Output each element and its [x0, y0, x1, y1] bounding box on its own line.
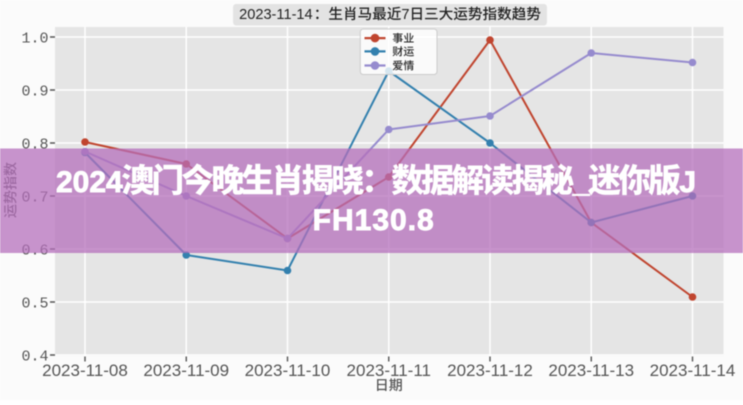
svg-text:0.4: 0.4	[21, 348, 48, 365]
svg-text:2023-11-08: 2023-11-08	[42, 361, 128, 380]
svg-text:2023-11-14: 2023-11-14	[650, 361, 736, 380]
svg-text:FH130.8: FH130.8	[313, 204, 435, 237]
svg-text:2024: 2024	[56, 166, 123, 199]
svg-text:2023-11-10: 2023-11-10	[245, 361, 331, 380]
svg-text:0.9: 0.9	[21, 83, 48, 100]
svg-text:1.0: 1.0	[21, 30, 48, 47]
svg-text:7: 7	[401, 7, 409, 23]
svg-text:2023-11-13: 2023-11-13	[548, 361, 634, 380]
svg-text:J: J	[679, 166, 696, 199]
svg-text:_: _	[572, 166, 590, 199]
svg-text:0.5: 0.5	[21, 295, 48, 312]
svg-text:2023-11-11: 2023-11-11	[347, 361, 431, 380]
svg-text:2023-11-09: 2023-11-09	[143, 361, 229, 380]
svg-text:2023-11-14: 2023-11-14	[239, 7, 313, 23]
svg-text:2023-11-12: 2023-11-12	[447, 361, 533, 380]
